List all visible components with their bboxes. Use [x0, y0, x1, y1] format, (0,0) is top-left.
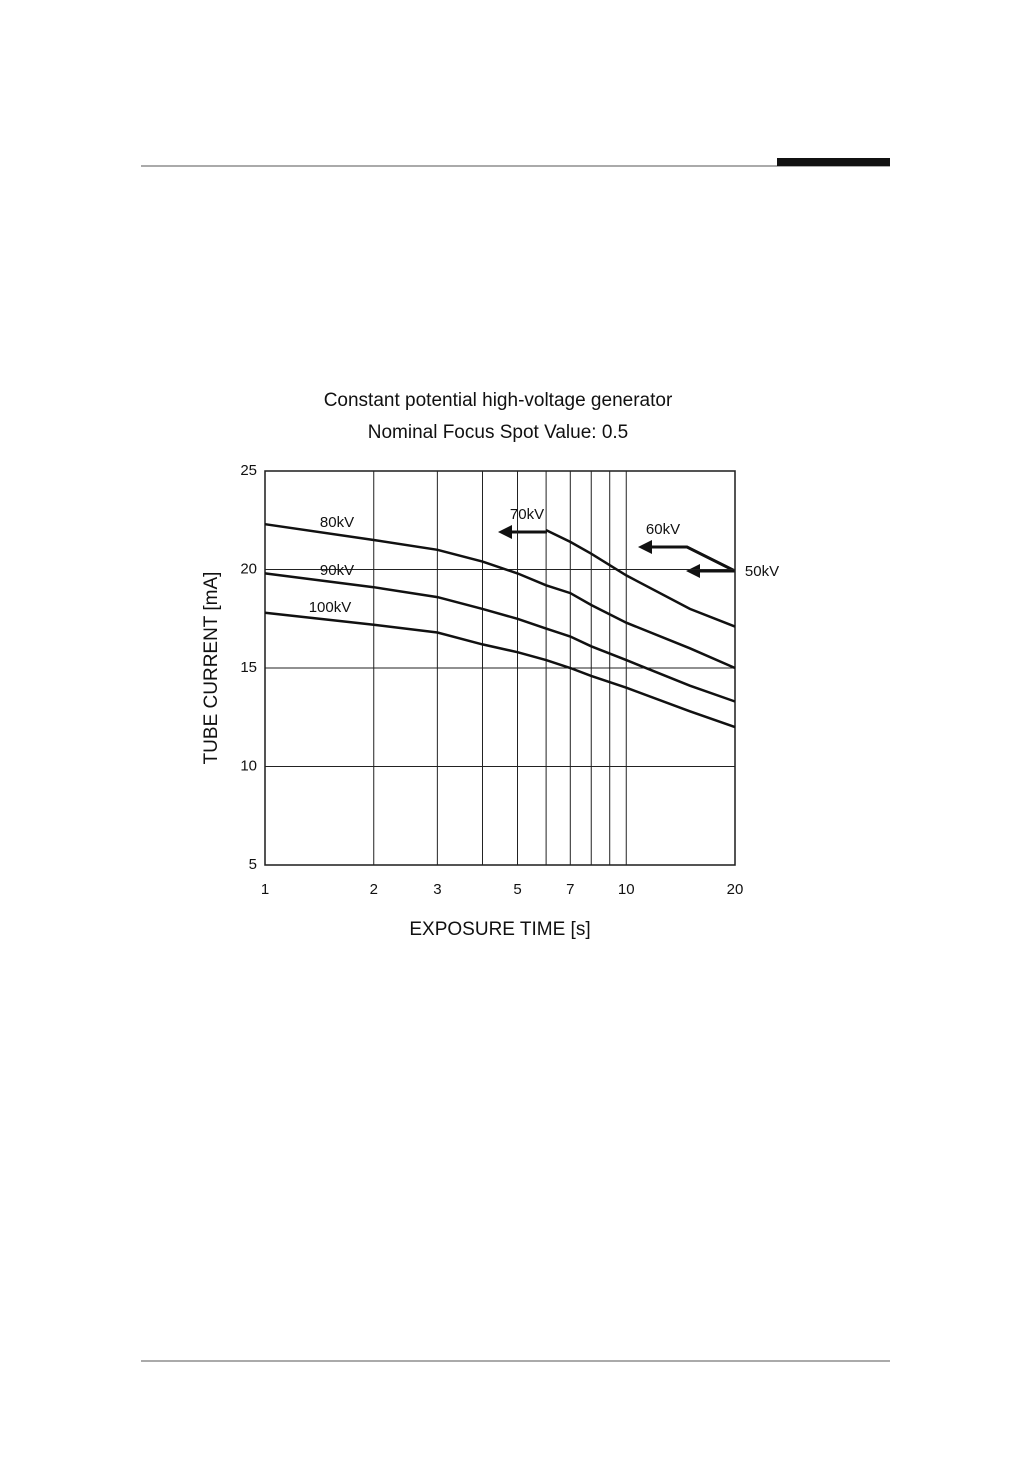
curve-label: 80kV: [320, 514, 354, 531]
y-tick-label: 10: [240, 757, 257, 774]
y-axis-label: TUBE CURRENT [mA]: [201, 572, 222, 765]
curve-label: 100kV: [309, 599, 352, 616]
annotation: 50kV: [745, 563, 779, 580]
curve-label: 70kV: [510, 506, 544, 523]
y-tick-label: 25: [240, 462, 257, 479]
curve: [264, 572, 736, 703]
x-tick-label: 7: [566, 881, 574, 898]
y-tick-label: 15: [240, 659, 257, 676]
arrow-60kv: [650, 545, 736, 573]
curve: [264, 522, 736, 670]
y-tick-label: 5: [249, 856, 257, 873]
x-tick-label: 10: [618, 881, 635, 898]
chart-title: Constant potential high-voltage generato…: [324, 390, 673, 411]
chart-subtitle: Nominal Focus Spot Value: 0.5: [368, 422, 629, 443]
curve: [545, 528, 736, 628]
x-tick-label: 3: [433, 881, 441, 898]
x-tick-label: 5: [513, 881, 521, 898]
annotation: 60kV: [646, 521, 680, 538]
arrowhead: [498, 525, 512, 539]
x-axis-label: EXPOSURE TIME [s]: [409, 919, 590, 940]
arrows: [498, 525, 736, 578]
x-tick-label: 20: [727, 881, 744, 898]
x-tick-label: 1: [261, 881, 269, 898]
arrowhead: [638, 540, 652, 554]
arrowhead: [686, 564, 700, 578]
header-bar: [777, 158, 890, 166]
x-tick-label: 2: [370, 881, 378, 898]
curve: [264, 611, 736, 729]
curve-label: 90kV: [320, 562, 354, 579]
y-tick-label: 20: [240, 560, 257, 577]
